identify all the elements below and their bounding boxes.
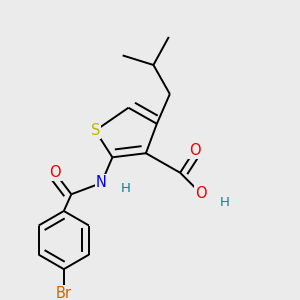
Text: H: H — [220, 196, 230, 209]
Text: Br: Br — [56, 286, 72, 300]
Text: O: O — [195, 186, 206, 201]
Text: H: H — [121, 182, 131, 195]
Text: O: O — [49, 165, 61, 180]
Text: N: N — [96, 176, 107, 190]
Text: S: S — [91, 123, 100, 138]
Text: O: O — [189, 143, 200, 158]
